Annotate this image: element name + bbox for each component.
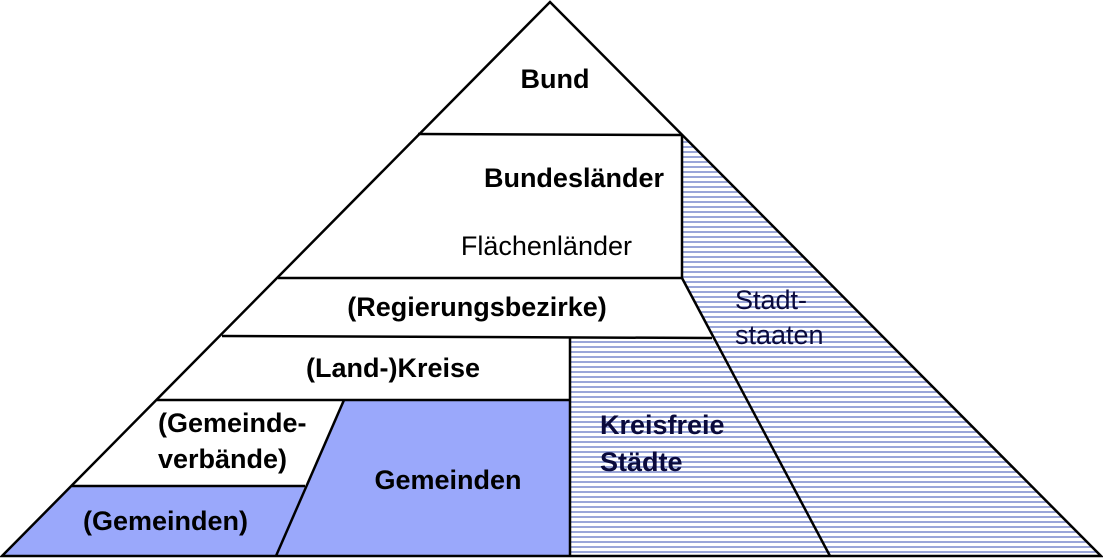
label-kreisfreie-2: Städte [600, 447, 683, 477]
label-gemeinden-left: (Gemeinden) [83, 506, 248, 536]
gemeinden-center-region [276, 400, 570, 556]
label-gemeindeverbaende-1: (Gemeinde- [158, 408, 307, 438]
label-gemeinden-center: Gemeinden [374, 465, 521, 495]
kreisfreie-staedte-region [570, 338, 830, 556]
label-bund: Bund [521, 64, 590, 94]
label-stadtstaaten-2: staaten [735, 320, 824, 350]
gemeinden-left-region [2, 486, 305, 556]
label-flaechenlaender: Flächenländer [461, 231, 632, 261]
label-stadtstaaten-1: Stadt- [735, 285, 807, 315]
pyramid-lines [72, 132, 832, 557]
label-regierungsbezirke: (Regierungsbezirke) [347, 292, 607, 322]
label-landkreise: (Land-)Kreise [306, 353, 480, 383]
label-bundeslaender: Bundesländer [484, 163, 665, 193]
label-gemeindeverbaende-2: verbände) [158, 444, 287, 474]
label-kreisfreie-1: Kreisfreie [600, 410, 725, 440]
